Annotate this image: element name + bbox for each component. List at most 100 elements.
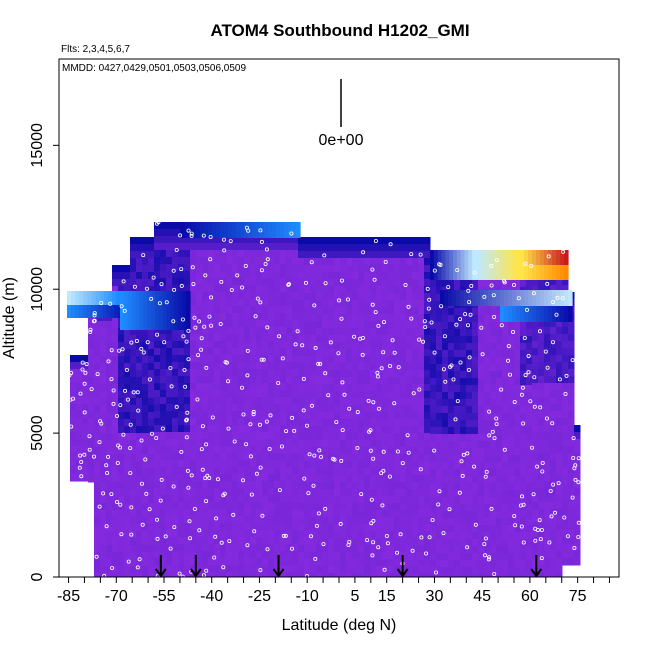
heat-cell <box>514 574 521 577</box>
heat-cell <box>244 509 251 517</box>
heat-cell <box>220 425 227 433</box>
heat-cell <box>466 413 473 421</box>
heat-cell <box>226 523 233 531</box>
heat-cell <box>292 362 299 370</box>
heat-cell <box>562 439 569 447</box>
heat-cell <box>472 511 479 519</box>
heat-cell <box>346 391 353 399</box>
heat-cell <box>106 384 113 392</box>
heat-cell <box>274 467 281 475</box>
heat-cell <box>334 293 341 301</box>
sample-point <box>409 252 414 257</box>
heat-cell <box>334 391 341 399</box>
sample-point <box>409 316 414 321</box>
heat-band-cell <box>500 290 505 306</box>
heat-cell <box>304 440 311 448</box>
heat-cell <box>550 481 557 489</box>
heat-cell <box>322 391 329 399</box>
heat-cell <box>544 439 551 447</box>
heat-cell <box>412 489 419 497</box>
sample-point <box>373 310 378 315</box>
heat-cell <box>310 405 317 413</box>
sample-point <box>535 528 540 533</box>
heat-cell <box>382 454 389 462</box>
heat-cell <box>316 272 323 280</box>
heat-cell <box>118 454 125 462</box>
heat-cell <box>322 342 329 350</box>
heat-cell <box>382 342 389 350</box>
heat-cell <box>406 377 413 385</box>
heat-cell <box>472 476 479 484</box>
heat-cell <box>106 566 113 574</box>
heat-cell <box>502 546 509 554</box>
heat-cell <box>538 432 545 440</box>
heat-cell <box>466 406 473 414</box>
heat-cell <box>154 250 161 258</box>
heat-cell <box>310 545 317 553</box>
sample-point <box>232 439 237 444</box>
sample-point <box>573 477 578 482</box>
heat-cell <box>412 426 419 434</box>
heat-cell <box>484 532 491 540</box>
heat-cell <box>316 300 323 308</box>
heat-cell <box>268 488 275 496</box>
sample-point <box>196 353 201 358</box>
heat-cell <box>328 335 335 343</box>
heat-cell <box>346 335 353 343</box>
heat-cell <box>418 447 425 455</box>
heat-cell <box>94 468 101 476</box>
heat-cell <box>244 537 251 545</box>
heat-band-cell <box>524 265 529 280</box>
heat-cell <box>418 377 425 385</box>
heat-cell <box>562 481 569 489</box>
heat-cell <box>340 517 347 525</box>
sample-point <box>265 547 270 552</box>
sample-point <box>318 361 323 366</box>
heat-cell <box>562 551 569 559</box>
heat-cell <box>130 335 137 343</box>
sample-point <box>309 260 314 265</box>
sample-point <box>419 535 424 540</box>
heat-cell <box>412 454 419 462</box>
sample-point <box>268 413 273 418</box>
heat-cell <box>274 565 281 573</box>
heat-cell <box>268 285 275 293</box>
heat-cell <box>292 264 299 272</box>
heat-cell <box>196 397 203 405</box>
heat-cell <box>490 371 497 379</box>
heat-cell <box>220 439 227 447</box>
heat-cell <box>370 370 377 378</box>
heat-cell <box>154 264 161 272</box>
sample-point <box>110 566 115 571</box>
heat-cell <box>550 348 557 356</box>
heat-cell <box>478 315 485 323</box>
heat-cell <box>412 307 419 315</box>
heat-cell <box>550 327 557 335</box>
heat-cell <box>358 475 365 483</box>
heat-cell <box>364 349 371 357</box>
sample-point <box>387 474 392 479</box>
heat-cell <box>556 467 563 475</box>
heat-cell <box>178 355 185 363</box>
sample-point <box>312 453 317 458</box>
heat-cell <box>100 370 107 378</box>
heat-cell <box>298 531 305 539</box>
heat-band-cell <box>524 290 529 306</box>
sample-point <box>387 363 392 368</box>
heat-cell <box>406 475 413 483</box>
x-tick-label: 75 <box>569 588 587 605</box>
heat-cell <box>394 328 401 336</box>
heat-cell <box>340 244 347 252</box>
heat-cell <box>322 482 329 490</box>
heat-cell <box>172 460 179 468</box>
heat-cell <box>118 356 125 364</box>
heat-cell <box>334 356 341 364</box>
heat-cell <box>256 537 263 545</box>
heat-cell <box>376 552 383 560</box>
heat-cell <box>406 405 413 413</box>
sample-point <box>120 347 125 352</box>
heat-cell <box>160 285 167 293</box>
heat-cell <box>550 404 557 412</box>
heat-cell <box>328 265 335 273</box>
y-tick-label: 5000 <box>29 415 46 451</box>
